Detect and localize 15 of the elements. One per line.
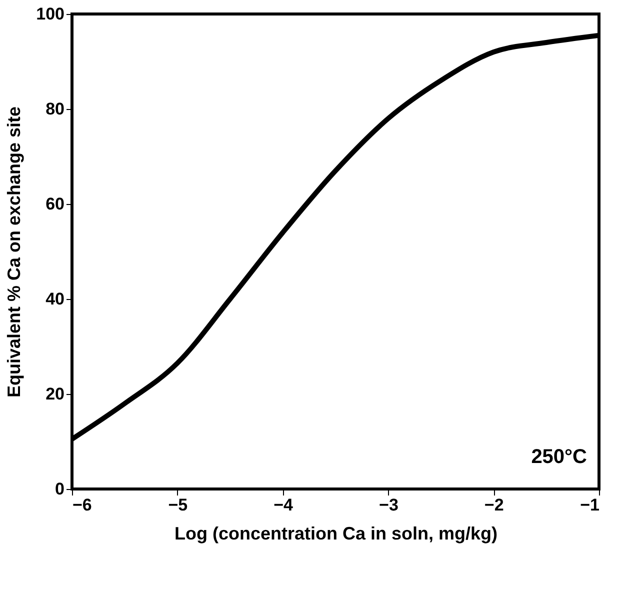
y-tick-label: 60 [46, 194, 64, 214]
y-tick-label: 100 [36, 4, 64, 24]
x-tick-label: −6 [72, 496, 92, 514]
x-tick-label: −5 [168, 496, 188, 514]
annotation: 250°C [531, 446, 587, 468]
y-tick-label: 0 [55, 480, 64, 498]
y-tick-label: 40 [46, 290, 64, 308]
x-axis-title: Log (concentration Ca in soln, mg/kg) [174, 524, 498, 544]
x-tick-label: −4 [274, 496, 294, 514]
y-tick-label: 20 [46, 384, 64, 404]
x-tick-label: −3 [379, 496, 398, 514]
y-axis-title: Equivalent % Ca on exchange site [4, 106, 24, 398]
y-tick-label: 80 [46, 100, 64, 118]
x-tick-label: −2 [484, 496, 504, 514]
x-tick-label: −1 [580, 496, 600, 514]
